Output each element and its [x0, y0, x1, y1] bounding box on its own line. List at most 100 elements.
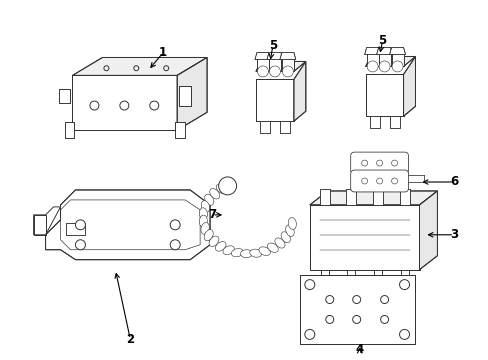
Polygon shape	[364, 48, 380, 54]
Ellipse shape	[209, 189, 219, 199]
Ellipse shape	[204, 194, 213, 205]
Circle shape	[170, 240, 180, 250]
Text: 5: 5	[378, 34, 386, 47]
Text: 7: 7	[207, 208, 216, 221]
Circle shape	[361, 160, 367, 166]
Polygon shape	[309, 191, 437, 205]
Polygon shape	[45, 190, 210, 260]
Circle shape	[163, 66, 168, 71]
Polygon shape	[373, 270, 381, 280]
Polygon shape	[378, 50, 390, 67]
Ellipse shape	[209, 236, 219, 247]
Polygon shape	[366, 50, 378, 67]
Circle shape	[376, 178, 382, 184]
Ellipse shape	[274, 238, 285, 248]
Ellipse shape	[216, 184, 226, 194]
FancyBboxPatch shape	[350, 170, 407, 192]
Circle shape	[391, 160, 397, 166]
Text: 5: 5	[268, 39, 277, 52]
Text: 1: 1	[159, 46, 167, 59]
Polygon shape	[179, 86, 191, 105]
Polygon shape	[281, 54, 293, 71]
Ellipse shape	[249, 249, 261, 257]
Circle shape	[269, 66, 280, 77]
Ellipse shape	[204, 230, 213, 241]
Circle shape	[380, 296, 388, 303]
Polygon shape	[65, 223, 85, 235]
Circle shape	[399, 329, 408, 339]
Circle shape	[361, 178, 367, 184]
Polygon shape	[59, 89, 70, 103]
Polygon shape	[255, 62, 305, 71]
Polygon shape	[255, 80, 293, 121]
Circle shape	[376, 160, 382, 166]
Ellipse shape	[258, 247, 270, 256]
Polygon shape	[175, 122, 185, 138]
Circle shape	[352, 296, 360, 303]
Polygon shape	[72, 75, 177, 130]
Polygon shape	[403, 57, 415, 116]
Circle shape	[391, 178, 397, 184]
Polygon shape	[391, 50, 403, 67]
Polygon shape	[254, 53, 270, 59]
Polygon shape	[365, 75, 403, 116]
Text: 2: 2	[126, 333, 134, 346]
Circle shape	[134, 66, 139, 71]
Polygon shape	[260, 121, 269, 133]
Circle shape	[282, 66, 293, 77]
Text: 4: 4	[355, 343, 363, 356]
Polygon shape	[419, 191, 437, 270]
Ellipse shape	[285, 225, 294, 237]
Ellipse shape	[201, 201, 209, 212]
Polygon shape	[279, 121, 289, 133]
Ellipse shape	[281, 232, 290, 243]
Circle shape	[257, 66, 268, 77]
Polygon shape	[309, 205, 419, 270]
Circle shape	[90, 101, 99, 110]
Polygon shape	[372, 189, 382, 205]
Circle shape	[366, 61, 377, 72]
Circle shape	[325, 315, 333, 323]
Polygon shape	[299, 275, 414, 345]
Polygon shape	[346, 270, 355, 280]
Polygon shape	[34, 207, 61, 235]
Polygon shape	[365, 57, 415, 67]
Ellipse shape	[267, 243, 278, 252]
Polygon shape	[256, 54, 268, 71]
Ellipse shape	[223, 246, 234, 255]
Ellipse shape	[231, 248, 243, 257]
Polygon shape	[293, 62, 305, 121]
Circle shape	[120, 101, 128, 110]
Polygon shape	[399, 189, 408, 205]
Circle shape	[170, 220, 180, 230]
Circle shape	[75, 220, 85, 230]
Circle shape	[149, 101, 159, 110]
Polygon shape	[376, 48, 392, 54]
Circle shape	[304, 280, 314, 289]
Ellipse shape	[240, 250, 252, 258]
Polygon shape	[266, 53, 283, 59]
Ellipse shape	[199, 208, 207, 220]
Ellipse shape	[199, 215, 207, 227]
Circle shape	[391, 61, 402, 72]
Polygon shape	[177, 58, 207, 130]
Polygon shape	[268, 54, 280, 71]
Circle shape	[103, 66, 109, 71]
Polygon shape	[369, 116, 379, 128]
Polygon shape	[279, 53, 295, 59]
Polygon shape	[389, 116, 399, 128]
Circle shape	[352, 315, 360, 323]
FancyBboxPatch shape	[350, 152, 407, 174]
Text: 6: 6	[449, 175, 458, 189]
Circle shape	[380, 315, 388, 323]
Ellipse shape	[287, 217, 296, 229]
Polygon shape	[64, 122, 74, 138]
Circle shape	[304, 329, 314, 339]
Circle shape	[399, 280, 408, 289]
Ellipse shape	[201, 222, 209, 234]
Circle shape	[218, 177, 236, 195]
Polygon shape	[72, 58, 207, 75]
Polygon shape	[320, 270, 328, 280]
Polygon shape	[346, 189, 356, 205]
Ellipse shape	[215, 242, 225, 251]
